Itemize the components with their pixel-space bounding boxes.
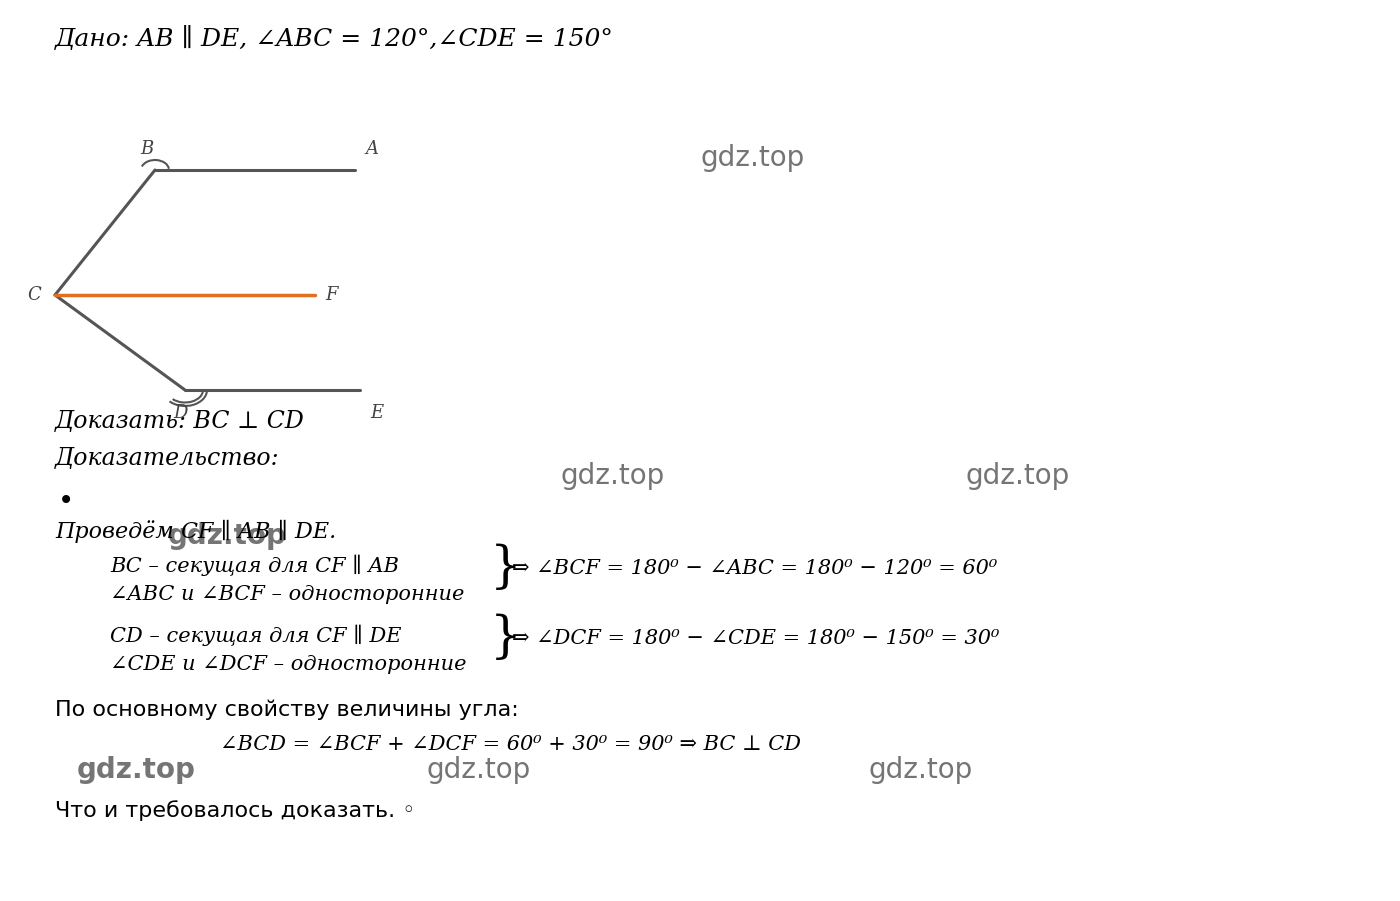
Text: gdz.top: gdz.top [868, 756, 972, 785]
Text: ⇒ ∠DCF = 180⁰ − ∠CDE = 180⁰ − 150⁰ = 30⁰: ⇒ ∠DCF = 180⁰ − ∠CDE = 180⁰ − 150⁰ = 30⁰ [512, 629, 1000, 648]
Text: }: } [490, 543, 522, 593]
Text: Доказать: BC ⊥ CD: Доказать: BC ⊥ CD [55, 410, 305, 433]
Text: gdz.top: gdz.top [966, 461, 1070, 490]
Text: gdz.top: gdz.top [77, 756, 196, 785]
Text: Доказательство:: Доказательство: [55, 447, 280, 470]
Text: Дано: AB ∥ DE, ∠ABC = 120°,∠CDE = 150°: Дано: AB ∥ DE, ∠ABC = 120°,∠CDE = 150° [55, 25, 613, 50]
Text: A: A [365, 140, 378, 158]
Text: Что и требовалось доказать. ◦: Что и требовалось доказать. ◦ [55, 800, 416, 821]
Text: ∠CDE и ∠DCF – односторонние: ∠CDE и ∠DCF – односторонние [111, 655, 466, 674]
Text: gdz.top: gdz.top [168, 522, 287, 551]
Text: B: B [140, 140, 154, 158]
Text: ∠BCD = ∠BCF + ∠DCF = 60⁰ + 30⁰ = 90⁰ ⇒ BC ⊥ CD: ∠BCD = ∠BCF + ∠DCF = 60⁰ + 30⁰ = 90⁰ ⇒ B… [220, 735, 801, 754]
Text: Проведём CF ∥ AB ∥ DE.: Проведём CF ∥ AB ∥ DE. [55, 520, 336, 543]
Text: По основному свойству величины угла:: По основному свойству величины угла: [55, 700, 519, 721]
Text: F: F [325, 286, 337, 304]
Text: }: } [490, 614, 522, 663]
Text: ⇒ ∠BCF = 180⁰ − ∠ABC = 180⁰ − 120⁰ = 60⁰: ⇒ ∠BCF = 180⁰ − ∠ABC = 180⁰ − 120⁰ = 60⁰ [512, 559, 997, 578]
Text: C: C [27, 286, 41, 304]
Text: •: • [57, 487, 74, 515]
Text: ∠ABC и ∠BCF – односторонние: ∠ABC и ∠BCF – односторонние [111, 585, 465, 604]
Text: gdz.top: gdz.top [427, 756, 531, 785]
Text: E: E [370, 404, 384, 422]
Text: gdz.top: gdz.top [700, 143, 804, 172]
Text: BC – секущая для CF ∥ AB: BC – секущая для CF ∥ AB [111, 555, 399, 577]
Text: D: D [172, 404, 188, 422]
Text: CD – секущая для CF ∥ DE: CD – секущая для CF ∥ DE [111, 625, 402, 646]
Text: gdz.top: gdz.top [560, 461, 664, 490]
